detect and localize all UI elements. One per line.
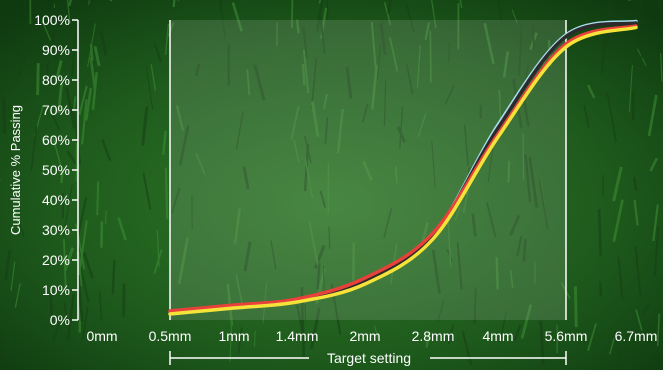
x-tick-label: 2mm [349,328,380,344]
target-setting-bracket: Target setting [169,350,567,366]
y-tick-label: 10% [42,282,70,298]
y-tick-label: 20% [42,252,70,268]
y-tick-label: 60% [42,132,70,148]
x-tick-label: 0mm [86,328,117,344]
y-tick-label: 40% [42,192,70,208]
series-line-3 [168,24,638,313]
x-tick-label: 2.8mm [412,328,455,344]
y-axis-tick-labels: 100% 90% 80% 70% 60% 50% 40% 30% 20% 10% 0% [34,12,70,328]
series-line-4 [168,25,638,316]
y-tick-label: 80% [42,72,70,88]
x-axis-tick-labels: 0mm 0.5mm 1mm 1.4mm 2mm 2.8mm 4mm 5.6mm 6.7mm [86,328,657,344]
target-setting-panel [170,20,566,320]
y-tick-label: 50% [42,162,70,178]
target-setting-label: Target setting [327,350,411,366]
y-axis-title: Cumulative % Passing [8,105,23,235]
x-tick-label: 5.6mm [545,328,588,344]
y-tick-label: 70% [42,102,70,118]
x-tick-label: 0.5mm [149,328,192,344]
y-tick-label: 30% [42,222,70,238]
y-axis-ticks [72,19,78,321]
x-tick-label: 1.4mm [276,328,319,344]
series-lines [168,19,638,316]
x-tick-label: 1mm [218,328,249,344]
y-tick-label: 100% [34,12,70,28]
x-tick-label: 4mm [482,328,513,344]
y-tick-label: 0% [50,312,70,328]
y-tick-label: 90% [42,42,70,58]
x-tick-label: 6.7mm [615,328,658,344]
